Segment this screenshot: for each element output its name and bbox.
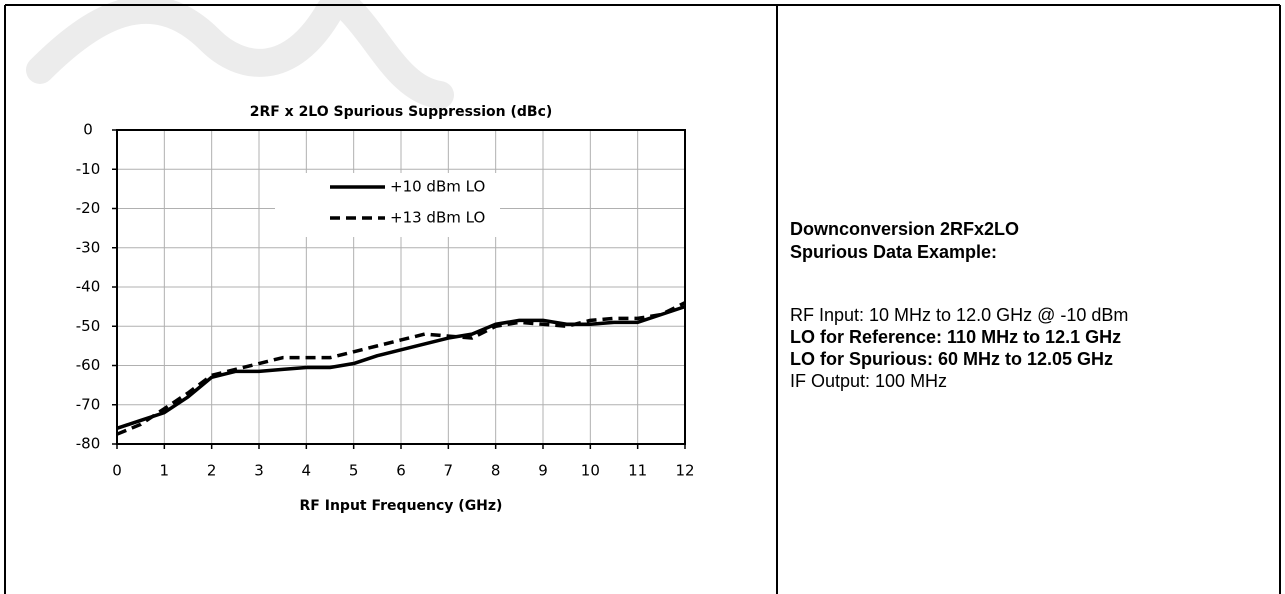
watermark bbox=[26, 0, 454, 109]
y-tick-label: -40 bbox=[76, 278, 101, 296]
notes-heading: Spurious Data Example: bbox=[790, 242, 997, 262]
x-tick-label: 5 bbox=[349, 462, 359, 480]
notes: Downconversion 2RFx2LO Spurious Data Exam… bbox=[790, 219, 1128, 391]
legend-box bbox=[275, 173, 500, 237]
y-tick-label: 0 bbox=[83, 121, 93, 139]
notes-line: LO for Spurious: 60 MHz to 12.05 GHz bbox=[790, 349, 1113, 369]
x-tick-label: 12 bbox=[675, 462, 694, 480]
y-tick-label: -60 bbox=[76, 356, 101, 374]
x-tick-label: 6 bbox=[396, 462, 406, 480]
plot-frame bbox=[116, 129, 686, 445]
notes-line: RF Input: 10 MHz to 12.0 GHz @ -10 dBm bbox=[790, 305, 1128, 325]
x-tick-label: 11 bbox=[628, 462, 647, 480]
y-tick-label: -20 bbox=[76, 199, 101, 217]
notes-heading: Downconversion 2RFx2LO bbox=[790, 219, 1019, 239]
x-tick-label: 10 bbox=[581, 462, 600, 480]
y-tick-label: -30 bbox=[76, 238, 101, 256]
x-tick-label: 8 bbox=[491, 462, 501, 480]
legend-label: +13 dBm LO bbox=[390, 209, 485, 227]
x-axis-label: RF Input Frequency (GHz) bbox=[300, 498, 503, 514]
x-tick-label: 9 bbox=[538, 462, 548, 480]
x-tick-label: 2 bbox=[207, 462, 217, 480]
notes-line: IF Output: 100 MHz bbox=[790, 371, 947, 391]
y-tick-label: -50 bbox=[76, 317, 101, 335]
x-tick-label: 0 bbox=[112, 462, 122, 480]
grid: 0-10-20-30-40-50-60-70-800 1 2 3 4 5 6 7 8 9 10 11 1… bbox=[76, 121, 695, 480]
x-tick-label: 1 bbox=[160, 462, 170, 480]
legend-label: +10 dBm LO bbox=[390, 178, 485, 196]
plot: +10 dBm LO +13 dBm LO bbox=[116, 173, 686, 436]
y-tick-label: -70 bbox=[76, 395, 101, 413]
x-tick-label: 7 bbox=[444, 462, 454, 480]
series-line bbox=[116, 301, 686, 436]
x-tick-label: 4 bbox=[302, 462, 312, 480]
series-line bbox=[116, 304, 686, 430]
x-tick-label: 3 bbox=[254, 462, 264, 480]
chart-title: 2RF x 2LO Spurious Suppression (dBc) bbox=[250, 104, 553, 120]
y-tick-label: -10 bbox=[76, 160, 101, 178]
y-tick-label: -80 bbox=[76, 435, 101, 453]
notes-line: LO for Reference: 110 MHz to 12.1 GHz bbox=[790, 327, 1121, 347]
